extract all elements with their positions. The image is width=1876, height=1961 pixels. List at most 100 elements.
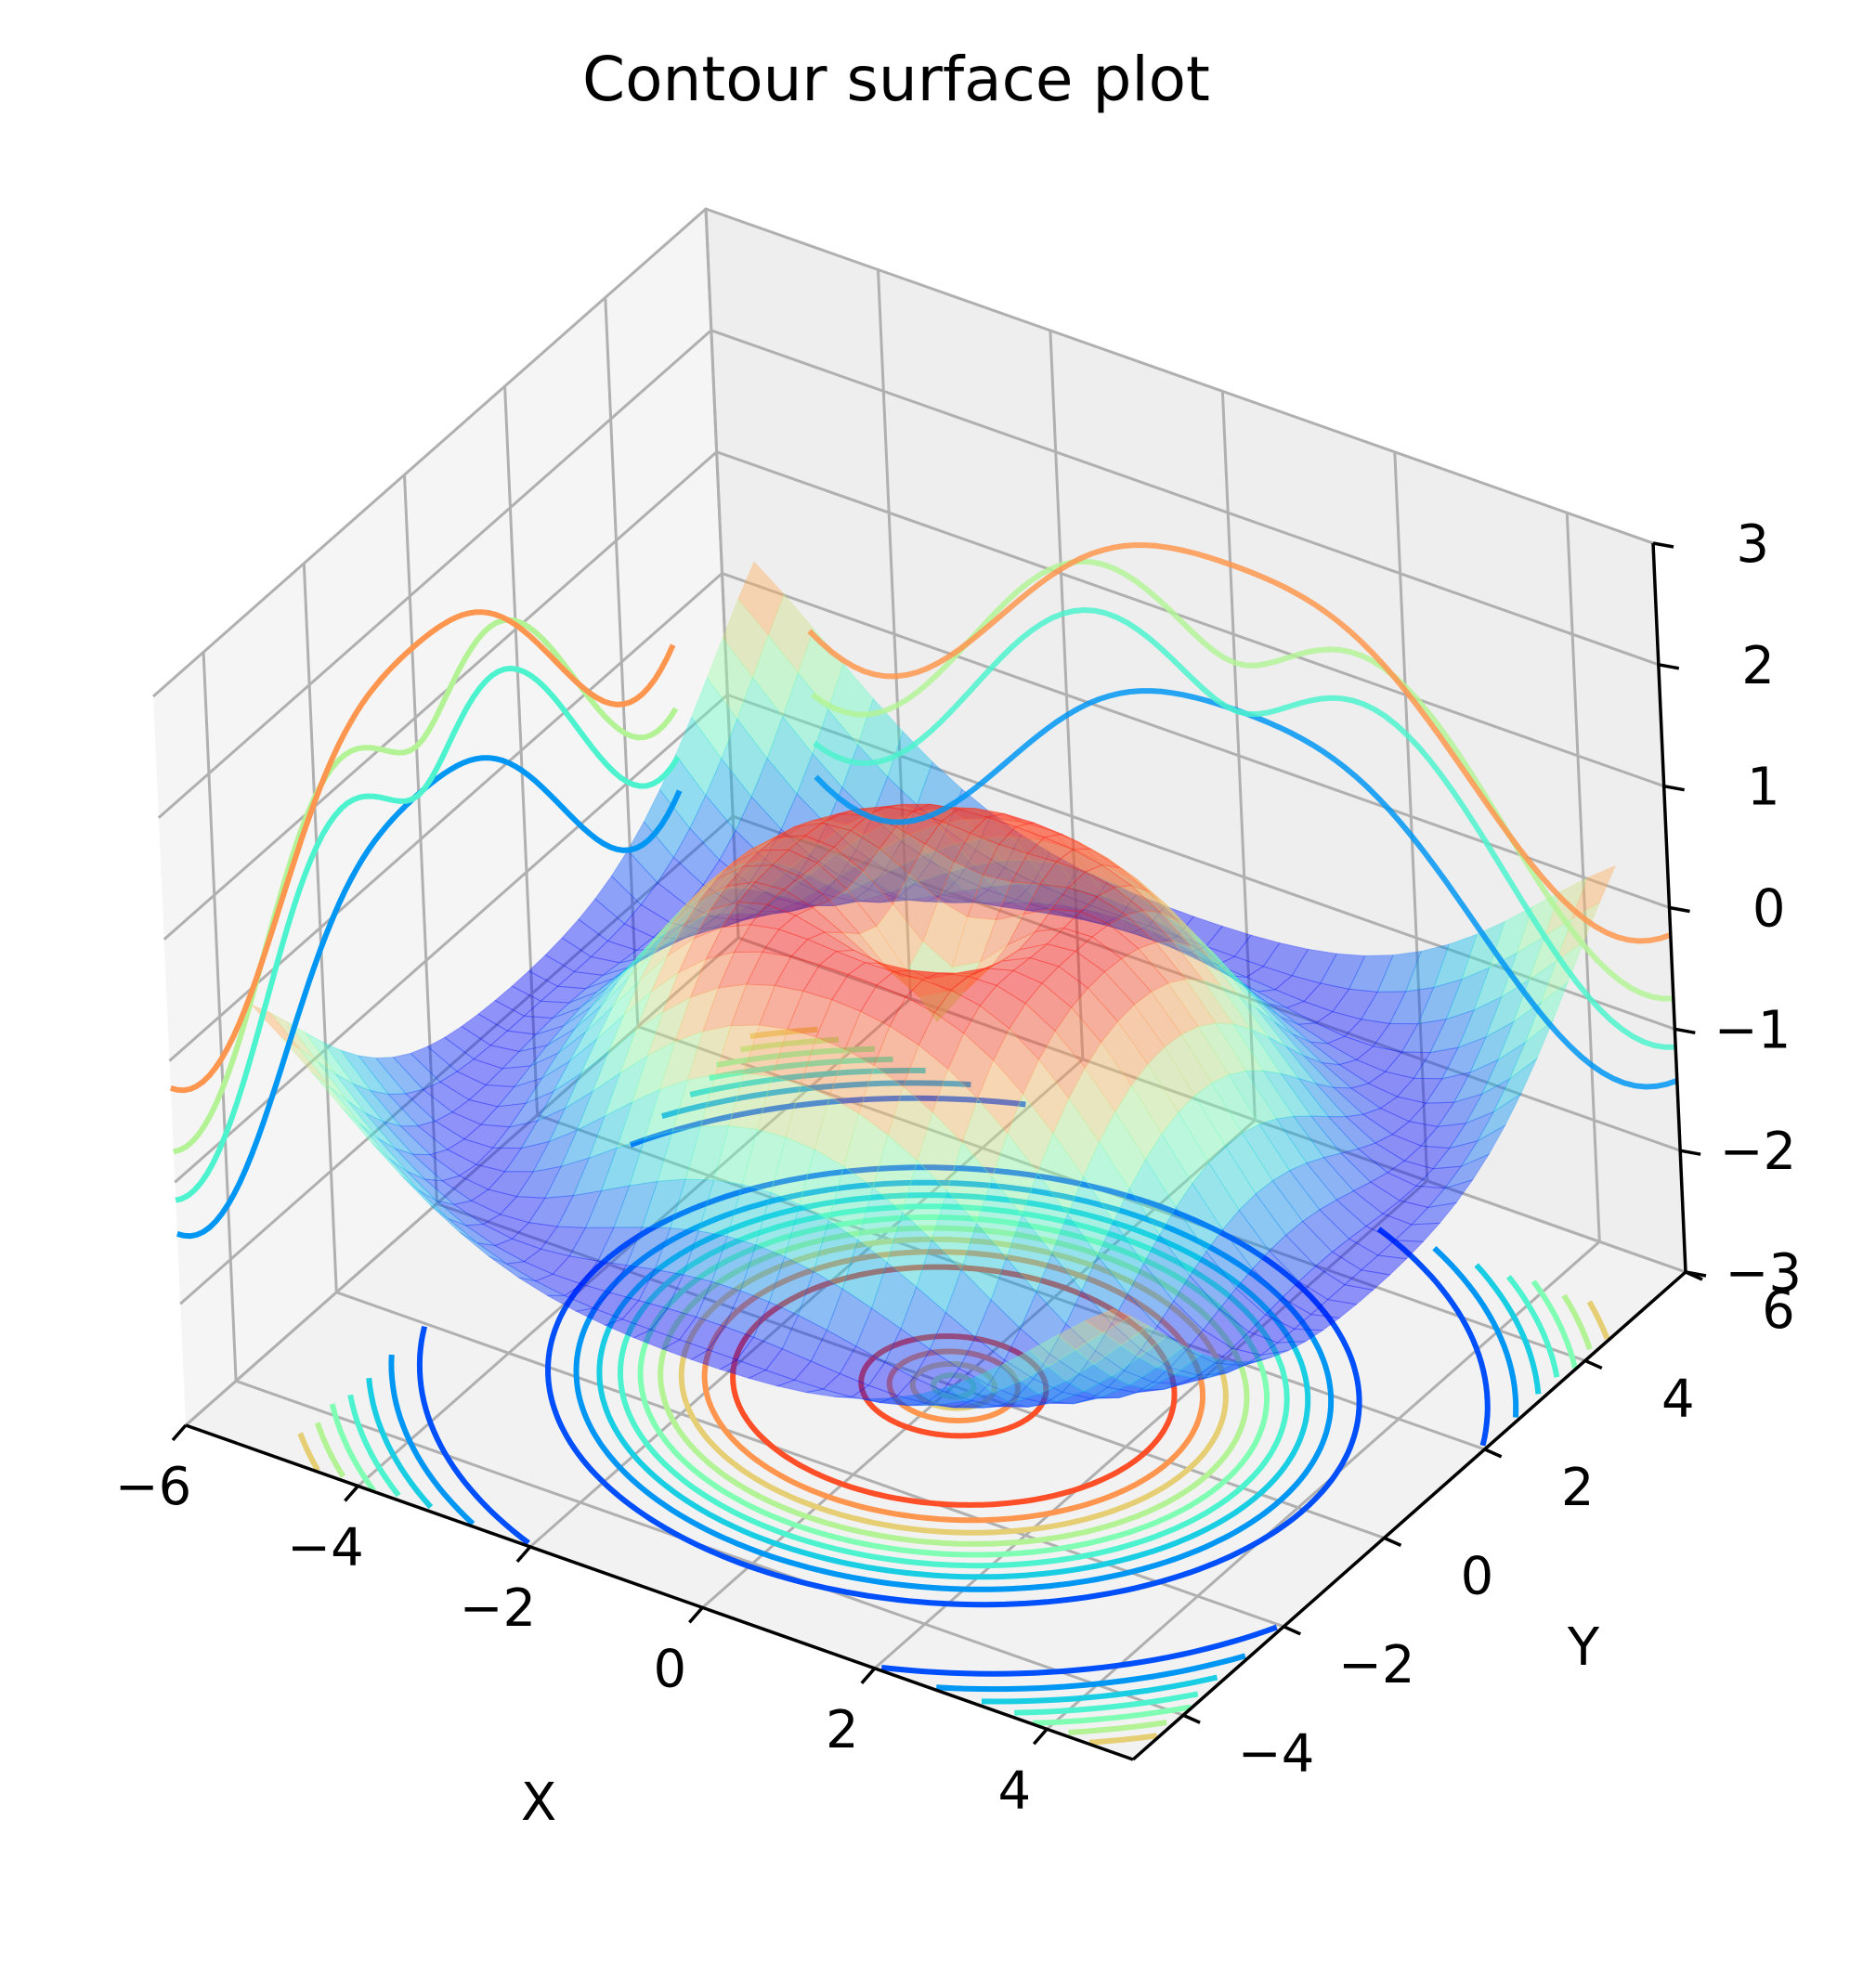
surface-patch (443, 1025, 492, 1060)
surface-patch (1524, 980, 1570, 1045)
surface-patch (1240, 982, 1287, 1008)
surface-patch (940, 808, 988, 834)
surface-patch (613, 1180, 658, 1228)
surface-patch (1111, 1357, 1158, 1386)
surface-patch (728, 1072, 774, 1130)
surface-patch (399, 1125, 449, 1156)
surface-patch (828, 1048, 875, 1114)
surface-patch (1262, 1070, 1312, 1117)
surface-patch (831, 973, 879, 1012)
floor-contour-line (297, 1432, 320, 1473)
surface-patch (853, 848, 902, 881)
surface-patch (1158, 935, 1207, 955)
surface-patch (1232, 973, 1282, 1018)
surface-patch (788, 835, 835, 864)
surface-patch (358, 1123, 408, 1173)
surface-patch (1207, 1145, 1257, 1212)
surface-patch (600, 1137, 645, 1192)
surface-patch (1126, 877, 1175, 922)
surface-patch (1251, 991, 1299, 1025)
surface-patch (1108, 858, 1156, 900)
surface-patch (835, 834, 883, 867)
surface-patch (1415, 1165, 1463, 1189)
surface-patch (1022, 822, 1070, 849)
surface-patch (644, 1079, 689, 1140)
surface-patch (937, 861, 984, 918)
surface-patch (1010, 852, 1058, 885)
surface-patch (692, 913, 739, 936)
surface-patch (839, 1345, 886, 1386)
surface-patch (698, 865, 744, 902)
surface-patch (1042, 833, 1093, 851)
surface-patch (1090, 881, 1138, 917)
x-tick (1032, 1728, 1049, 1746)
surface-patch (908, 842, 956, 901)
surface-patch (669, 904, 717, 930)
surface-patch (717, 951, 763, 989)
surface-patch (1118, 1388, 1165, 1398)
surface-patch (647, 934, 693, 957)
surface-patch (886, 1211, 932, 1288)
z-tick-label: 2 (1741, 636, 1775, 696)
surface-patch (709, 913, 755, 931)
surface-patch (1056, 914, 1103, 925)
surface-patch (572, 1147, 619, 1197)
surface-patch (1280, 1016, 1328, 1045)
surface-patch (1180, 1025, 1230, 1084)
surface-patch (411, 1153, 461, 1182)
surface-patch (1075, 888, 1126, 921)
surface-patch (812, 900, 861, 935)
surface-patch (1288, 1162, 1337, 1211)
surface-patch (606, 923, 655, 952)
surface-patch (1224, 1132, 1273, 1195)
surface-patch (1190, 1358, 1239, 1379)
surface-patch (758, 984, 804, 1030)
surface-patch (493, 1238, 542, 1263)
surface-patch (982, 902, 1029, 912)
surface-patch (456, 1058, 504, 1086)
surface-patch (1320, 1061, 1370, 1089)
y-tick (1383, 1536, 1402, 1547)
floor-contour-line (314, 1422, 346, 1478)
surface-patch (574, 1307, 624, 1326)
surface-patch (535, 1006, 581, 1035)
surface-patch (945, 864, 994, 891)
surface-patch (1348, 955, 1394, 993)
surface-patch (517, 1277, 566, 1296)
surface-patch (1147, 905, 1195, 937)
surface-patch (771, 849, 818, 877)
floor-contour-line (658, 1225, 1250, 1547)
surface-patch (683, 885, 728, 927)
surface-patch (699, 1072, 745, 1127)
surface-patch (991, 930, 1036, 968)
surface-patch (1034, 908, 1082, 932)
surface-patch (1332, 1086, 1382, 1115)
tick-labels: −6 −4 −2 0 2 4 −4 −2 0 2 4 6−3 −2 −1 0 1 2 3 (115, 514, 1802, 1821)
surface-patch (517, 1024, 566, 1053)
surface-patch (1219, 985, 1270, 1039)
surface-patch (936, 1400, 984, 1409)
surface-patch (404, 1088, 453, 1123)
surface-patch (836, 949, 883, 965)
surface-patch (860, 984, 907, 1027)
surface-patch (1268, 1234, 1317, 1282)
surface-patch (1147, 1045, 1196, 1114)
x-tick (688, 1606, 704, 1624)
floor-contour-line (618, 1203, 1290, 1569)
surface-patch (436, 1200, 485, 1227)
surface-patch (645, 902, 689, 953)
surface-patch (775, 1379, 824, 1394)
surface-patch (506, 1015, 554, 1035)
z-tick-label: 3 (1736, 514, 1769, 575)
surface-patch (1303, 982, 1350, 1013)
surface-patch (606, 942, 652, 988)
surface-patch (762, 929, 809, 957)
surface-patch (1214, 954, 1264, 1005)
y-wall-contour-line (813, 606, 1676, 1050)
surface-patch (697, 1179, 743, 1238)
surface-patch (1119, 867, 1167, 906)
surface-patch (524, 1059, 571, 1105)
surface-patch (441, 1175, 489, 1201)
floor-contour-line (637, 1214, 1270, 1558)
surface-patch (790, 843, 838, 876)
